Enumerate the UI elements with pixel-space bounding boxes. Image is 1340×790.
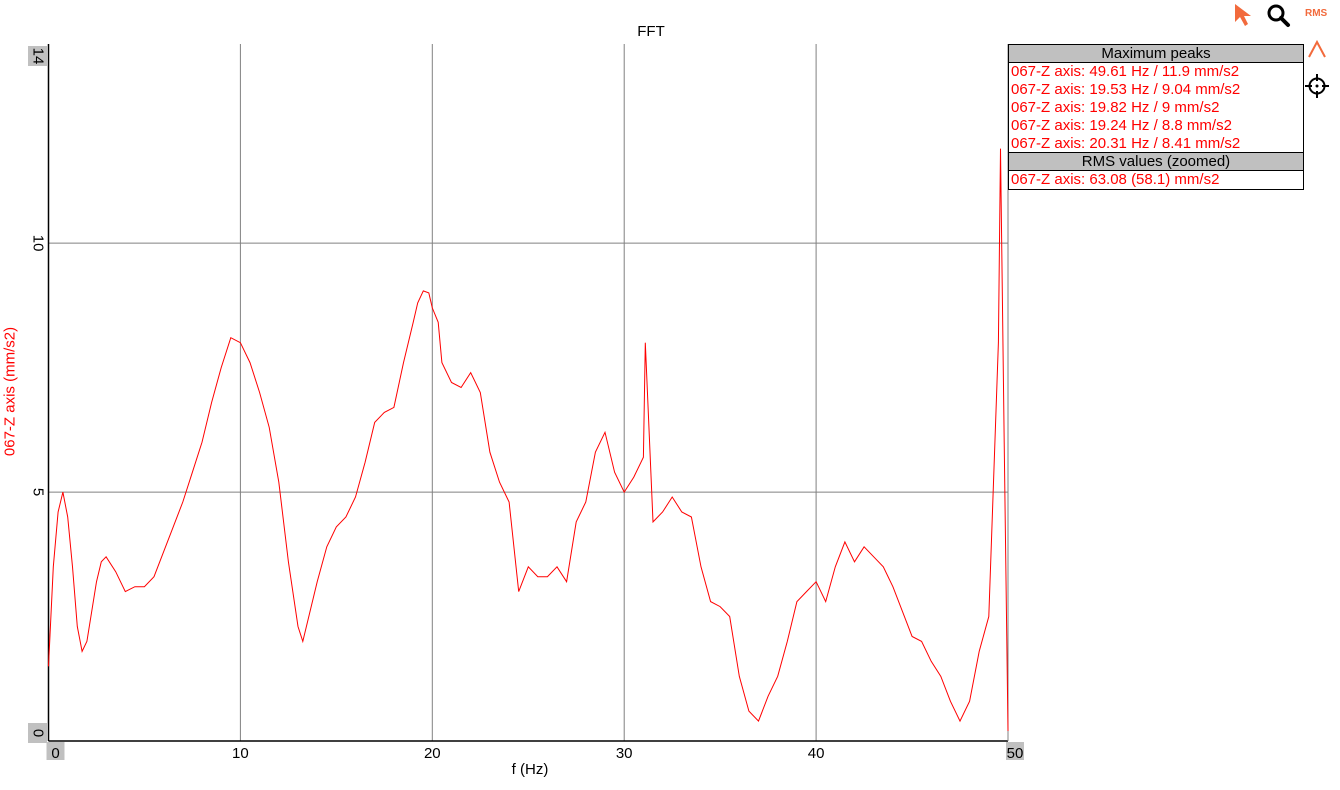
x-tick-highlight xyxy=(46,742,65,760)
y-axis-label: 067-Z axis (mm/s2) xyxy=(1,326,19,457)
y-tick-label: 0 xyxy=(30,729,47,737)
peak-row: 067-Z axis: 20.31 Hz / 8.41 mm/s2 xyxy=(1011,135,1241,152)
y-tick-label: 14 xyxy=(30,48,47,65)
peak-row: 067-Z axis: 19.53 Hz / 9.04 mm/s2 xyxy=(1011,81,1241,98)
cursor-arrow-icon[interactable] xyxy=(1232,2,1254,28)
y-tick-label: 5 xyxy=(30,488,47,496)
peak-row: 067-Z axis: 19.24 Hz / 8.8 mm/s2 xyxy=(1011,117,1232,134)
x-tick-label: 10 xyxy=(232,745,249,762)
max-peaks-panel: Maximum peaks 067-Z axis: 49.61 Hz / 11.… xyxy=(1008,44,1304,154)
y-tick-label: 10 xyxy=(30,235,47,252)
x-axis-label: f (Hz) xyxy=(511,761,549,778)
x-tick-label: 50 xyxy=(1007,745,1024,762)
x-tick-label: 0 xyxy=(51,745,59,762)
rms-panel: RMS values (zoomed) 067-Z axis: 63.08 (5… xyxy=(1008,152,1304,190)
magnifier-icon[interactable] xyxy=(1265,2,1293,28)
rms-header: RMS values (zoomed) xyxy=(1009,153,1303,171)
peak-row: 067-Z axis: 49.61 Hz / 11.9 mm/s2 xyxy=(1011,63,1240,80)
y-tick-highlight xyxy=(28,723,47,743)
fft-series-line xyxy=(48,148,1009,732)
caret-up-icon[interactable] xyxy=(1306,38,1328,60)
x-tick-highlight xyxy=(1006,742,1024,760)
rms-button[interactable]: RMS xyxy=(1305,8,1328,19)
peak-row: 067-Z axis: 19.82 Hz / 9 mm/s2 xyxy=(1011,99,1220,116)
max-peaks-header: Maximum peaks xyxy=(1009,45,1303,63)
x-tick-label: 20 xyxy=(424,745,441,762)
x-tick-label: 30 xyxy=(616,745,633,762)
chart-title: FFT xyxy=(637,23,665,40)
x-tick-label: 40 xyxy=(808,745,825,762)
crosshair-icon[interactable] xyxy=(1305,74,1329,98)
y-tick-highlight xyxy=(28,46,47,66)
rms-row: 067-Z axis: 63.08 (58.1) mm/s2 xyxy=(1011,171,1220,188)
